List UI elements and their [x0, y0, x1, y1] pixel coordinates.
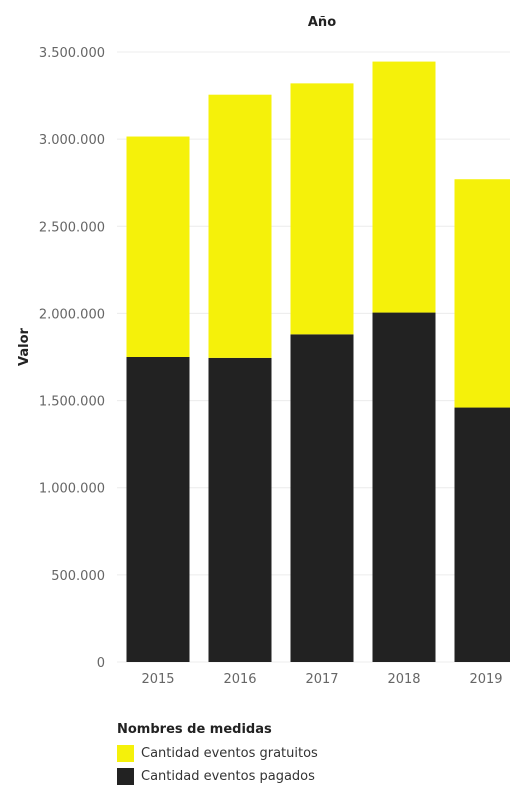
stacked-bar-chart: Año Valor 0 500.000 1.000.000 1.500.000 2.00… — [0, 0, 510, 710]
x-axis-tick-labels: 2015 2016 2017 2018 2019 — [141, 672, 502, 687]
y-tick-label: 3.500.000 — [39, 46, 105, 61]
bar-pagados-2017[interactable] — [291, 334, 354, 662]
bar-pagados-2016[interactable] — [209, 358, 272, 662]
x-tick-label: 2015 — [141, 672, 174, 687]
bar-gratuitos-2015[interactable] — [127, 137, 190, 357]
x-tick-label: 2016 — [223, 672, 256, 687]
y-tick-label: 0 — [97, 656, 105, 671]
bar-pagados-2015[interactable] — [127, 357, 190, 662]
bars — [127, 62, 510, 662]
legend-swatch-pagados — [117, 768, 134, 785]
bar-gratuitos-2018[interactable] — [373, 62, 436, 313]
bar-pagados-2019[interactable] — [455, 408, 510, 662]
y-tick-label: 500.000 — [51, 569, 105, 584]
x-tick-label: 2018 — [387, 672, 420, 687]
bar-gratuitos-2016[interactable] — [209, 95, 272, 358]
y-axis-title: Valor — [17, 327, 32, 366]
y-tick-label: 1.500.000 — [39, 395, 105, 410]
x-tick-label: 2017 — [305, 672, 338, 687]
legend-swatch-gratuitos — [117, 745, 134, 762]
legend-item-gratuitos[interactable]: Cantidad eventos gratuitos — [117, 742, 318, 765]
y-tick-label: 1.000.000 — [39, 482, 105, 497]
y-tick-label: 3.000.000 — [39, 133, 105, 148]
legend-label-gratuitos: Cantidad eventos gratuitos — [141, 746, 318, 761]
y-tick-label: 2.500.000 — [39, 220, 105, 235]
legend-title: Nombres de medidas — [117, 722, 318, 738]
legend: Nombres de medidas Cantidad eventos grat… — [117, 722, 318, 788]
y-tick-label: 2.000.000 — [39, 307, 105, 322]
legend-item-pagados[interactable]: Cantidad eventos pagados — [117, 765, 318, 788]
bar-gratuitos-2019[interactable] — [455, 179, 510, 407]
y-axis-tick-labels: 0 500.000 1.000.000 1.500.000 2.000.000 2.500… — [39, 46, 105, 671]
chart-title: Año — [308, 15, 336, 30]
bar-gratuitos-2017[interactable] — [291, 83, 354, 334]
x-tick-label: 2019 — [469, 672, 502, 687]
bar-pagados-2018[interactable] — [373, 313, 436, 662]
